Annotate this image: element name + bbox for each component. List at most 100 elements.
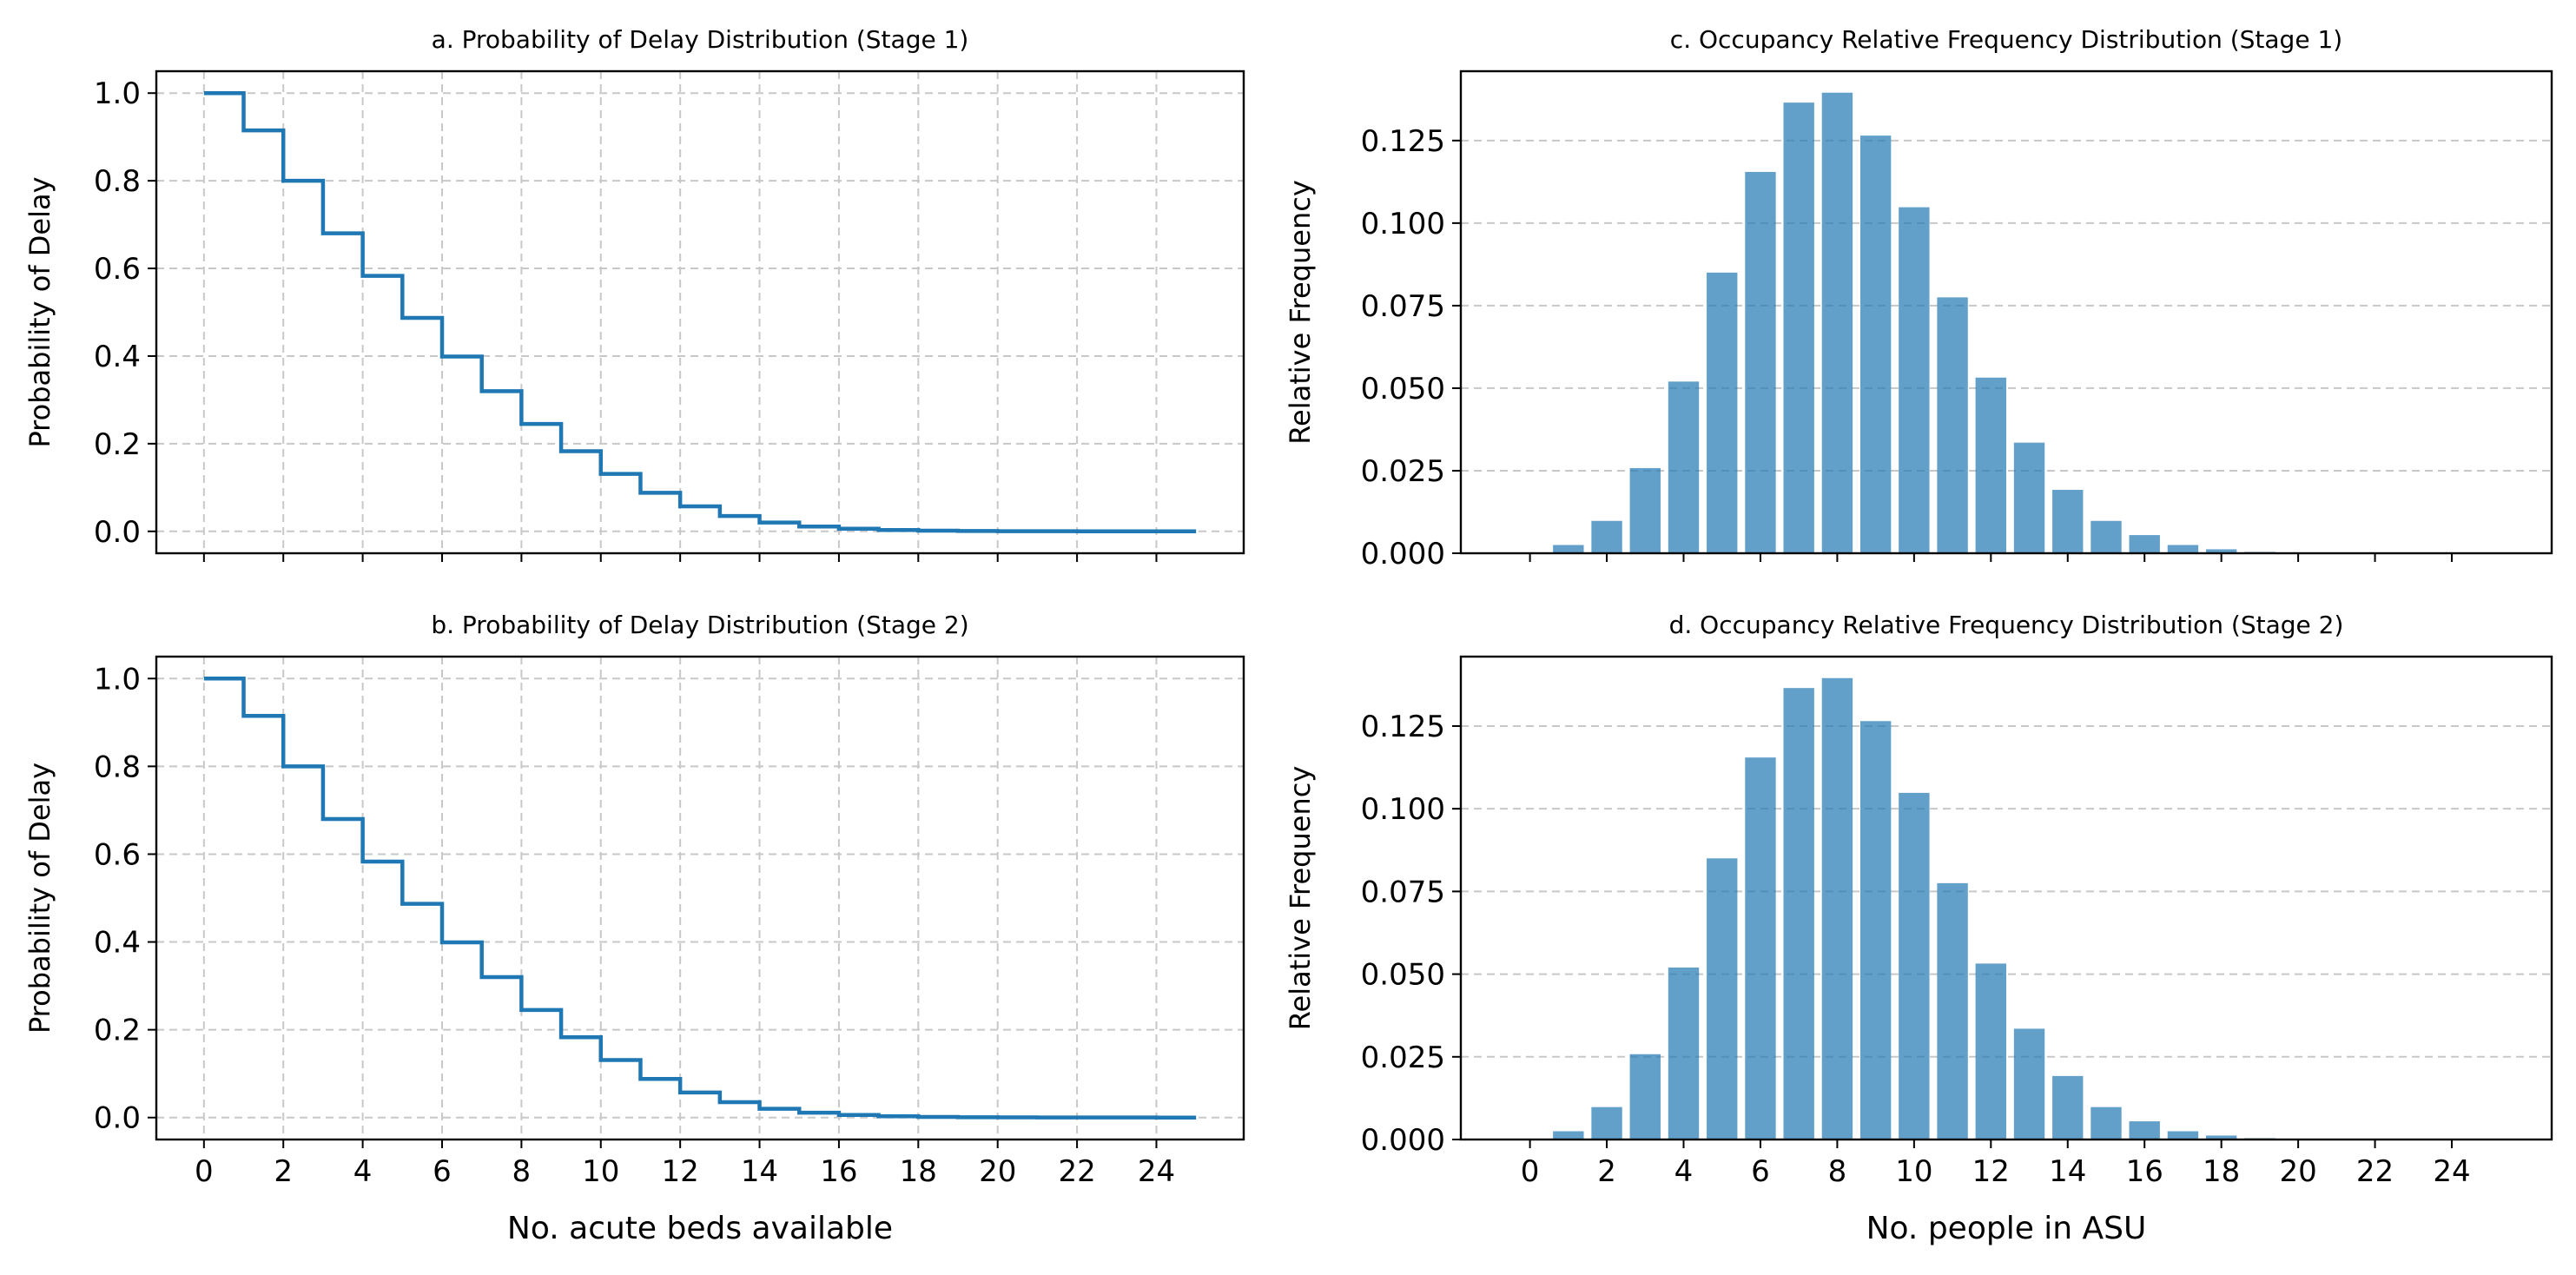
x-tick-label-4: 8: [512, 1154, 532, 1189]
x-tick-label-6: 12: [1972, 1154, 2010, 1189]
bar-4: [1668, 381, 1700, 553]
axes-frame-d: [1459, 655, 2553, 1141]
y-tick-label-3: 0.6: [94, 252, 141, 287]
x-tick-label-9: 18: [900, 1154, 937, 1189]
y-tick-label-1: 0.025: [1361, 1040, 1445, 1075]
bar-16: [2129, 535, 2160, 553]
y-tick-label-5: 1.0: [94, 662, 141, 697]
chart-title-b: b. Probability of Delay Distribution (St…: [431, 611, 968, 639]
y-tick-label-1: 0.2: [94, 427, 141, 462]
x-tick-label-5: 10: [582, 1154, 619, 1189]
bar-13: [2013, 1028, 2045, 1140]
x-tick-label-12: 24: [1138, 1154, 1175, 1189]
x-tick-label-11: 22: [1058, 1154, 1095, 1189]
series-d: [1553, 677, 2353, 1140]
bar-18: [2205, 1135, 2237, 1140]
bar-3: [1629, 1054, 1661, 1140]
step-line: [203, 90, 1197, 534]
x-tick-label-6: 12: [662, 1154, 699, 1189]
bar-11: [1937, 882, 1968, 1140]
y-tick-label-2: 0.050: [1361, 958, 1445, 993]
chart-title-c: c. Occupancy Relative Frequency Distribu…: [1670, 25, 2342, 54]
grid-b: [156, 657, 1244, 1140]
bar-2: [1591, 1107, 1622, 1140]
bar-16: [2129, 1121, 2160, 1140]
bar-5: [1707, 272, 1738, 553]
bar-6: [1745, 171, 1776, 554]
bar-8: [1821, 677, 1853, 1140]
bar-9: [1859, 721, 1892, 1140]
x-tick-label-2: 4: [353, 1154, 373, 1189]
x-tick-label-10: 20: [979, 1154, 1016, 1189]
x-tick-label-1: 2: [274, 1154, 293, 1189]
y-tick-label-3: 0.075: [1361, 875, 1445, 909]
y-tick-label-3: 0.6: [94, 837, 141, 872]
bar-4: [1668, 967, 1700, 1140]
x-tick-label-4: 8: [1828, 1154, 1847, 1189]
x-axis-a: [202, 553, 1158, 562]
y-tick-label-1: 0.2: [94, 1014, 141, 1048]
chart-title-d: d. Occupancy Relative Frequency Distribu…: [1669, 611, 2344, 639]
x-tick-label-7: 14: [2049, 1154, 2086, 1189]
series-b: [203, 677, 1197, 1120]
bar-12: [1975, 963, 2006, 1140]
bar-12: [1975, 377, 2006, 553]
bar-13: [2013, 442, 2045, 553]
y-axis-label-d: Relative Frequency: [1284, 766, 1317, 1031]
bar-10: [1899, 207, 1930, 553]
y-tick-label-5: 0.125: [1361, 710, 1445, 744]
y-axis-label-c: Relative Frequency: [1284, 180, 1317, 445]
bar-6: [1745, 757, 1776, 1140]
y-tick-label-0: 0.000: [1361, 1123, 1445, 1158]
y-axis-label-a: Probability of Delay: [23, 176, 56, 447]
x-tick-label-3: 6: [433, 1154, 452, 1189]
bar-14: [2052, 490, 2084, 553]
bar-2: [1591, 520, 1622, 553]
y-tick-label-5: 1.0: [94, 76, 141, 111]
bar-11: [1937, 297, 1968, 553]
x-tick-label-0: 0: [1521, 1154, 1540, 1189]
axes-frame-b: [155, 655, 1245, 1141]
bar-1: [1553, 545, 1584, 553]
x-tick-label-7: 14: [741, 1154, 778, 1189]
series-c: [1553, 92, 2353, 554]
y-tick-label-4: 0.100: [1361, 792, 1445, 827]
bar-7: [1783, 102, 1814, 553]
y-axis-b: 0.0 0.2 0.4 0.6 0.8 1.0: [94, 662, 156, 1136]
bar-14: [2052, 1075, 2084, 1140]
y-tick-label-0: 0.0: [94, 515, 141, 550]
chart-title-a: a. Probability of Delay Distribution (St…: [432, 25, 969, 54]
grid-a: [156, 71, 1244, 553]
bar-7: [1783, 688, 1814, 1140]
y-tick-label-4: 0.8: [94, 750, 141, 784]
panel-b: 0.00.20.40.60.81.00 2 4 6 8 10 12 14 16 18 20 22 24b…: [23, 611, 1245, 1246]
bar-15: [2091, 1107, 2122, 1140]
x-tick-label-8: 16: [820, 1154, 857, 1189]
x-axis-label-b: No. acute beds available: [507, 1211, 893, 1246]
x-tick-label-11: 22: [2356, 1154, 2394, 1189]
x-tick-label-9: 18: [2203, 1154, 2240, 1189]
axes-frame-a: [155, 69, 1245, 555]
x-tick-label-10: 20: [2279, 1154, 2316, 1189]
panel-c: 0.000 0.025 0.050 0.075 0.100 0.125 c. Occupan…: [1284, 25, 2553, 571]
step-line: [203, 677, 1197, 1120]
y-tick-label-2: 0.050: [1361, 372, 1445, 406]
x-tick-label-3: 6: [1751, 1154, 1770, 1189]
x-axis-d: 0 2 4 6 8 10 12 14 16 18 20 22 24: [1521, 1140, 2471, 1189]
y-tick-label-2: 0.4: [94, 926, 141, 961]
y-tick-label-2: 0.4: [94, 340, 141, 374]
y-axis-d: 0.000 0.025 0.050 0.075 0.100 0.125: [1361, 710, 1461, 1158]
x-tick-label-2: 4: [1674, 1154, 1694, 1189]
bar-8: [1821, 92, 1853, 553]
bar-17: [2167, 1131, 2199, 1140]
bar-5: [1707, 858, 1738, 1140]
x-tick-label-0: 0: [195, 1154, 214, 1189]
x-axis-c: [1529, 553, 2454, 562]
y-axis-label-b: Probability of Delay: [23, 763, 56, 1034]
y-tick-label-1: 0.025: [1361, 454, 1445, 489]
x-tick-label-8: 16: [2126, 1154, 2163, 1189]
bar-17: [2167, 545, 2199, 553]
x-axis-b: 0 2 4 6 8 10 12 14 16 18 20 22 24: [195, 1140, 1175, 1189]
